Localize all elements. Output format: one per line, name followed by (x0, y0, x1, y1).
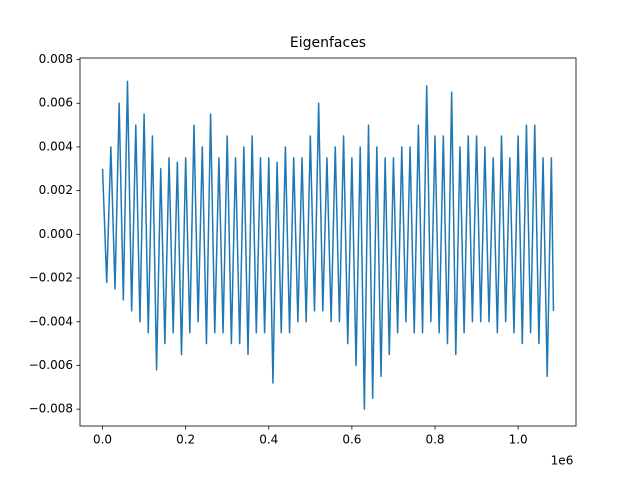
y-tick-label: 0.000 (39, 227, 73, 241)
x-tick-label: 0.6 (342, 433, 361, 447)
x-tick-label: 1.0 (509, 433, 528, 447)
x-tick-label: 0.2 (176, 433, 195, 447)
y-tick-label: 0.008 (39, 52, 73, 66)
x-tick-label: 0.8 (425, 433, 444, 447)
chart-title: Eigenfaces (290, 35, 366, 51)
y-tick-label: 0.006 (39, 96, 73, 110)
data-line (101, 80, 555, 410)
axes-frame (79, 57, 577, 427)
x-offset-label: 1e6 (551, 454, 574, 468)
y-tick-label: 0.002 (39, 183, 73, 197)
y-tick-label: −0.006 (29, 358, 73, 372)
y-tick-label: −0.008 (29, 402, 73, 416)
y-tick-label: 0.004 (39, 139, 73, 153)
x-tick-label: 0.0 (93, 433, 112, 447)
y-tick-label: −0.002 (29, 271, 73, 285)
y-tick-label: −0.004 (29, 314, 73, 328)
x-tick-label: 0.4 (259, 433, 278, 447)
